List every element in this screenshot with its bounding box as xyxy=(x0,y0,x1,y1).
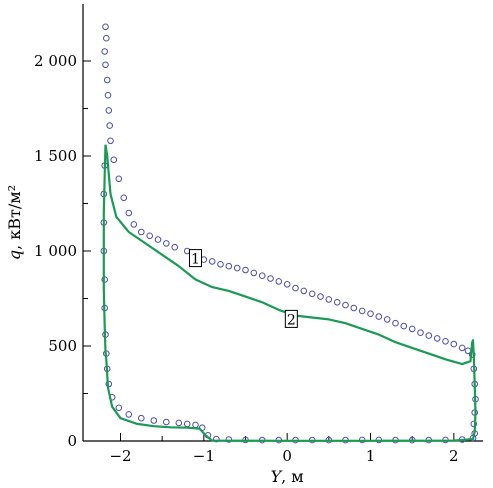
series-tag-label: 1 xyxy=(191,252,200,268)
data-point xyxy=(106,122,113,129)
data-point xyxy=(367,310,374,318)
data-point xyxy=(417,329,424,337)
data-point xyxy=(107,137,114,145)
x-axis-title: Y, м xyxy=(271,467,304,486)
data-point xyxy=(102,23,109,31)
data-point xyxy=(225,436,233,443)
series-1: 1 xyxy=(100,23,479,444)
x-tick-label: 1 xyxy=(366,447,376,465)
data-point xyxy=(183,420,191,428)
x-tick-label: 2 xyxy=(449,447,459,465)
data-point xyxy=(138,414,145,422)
data-point xyxy=(103,76,111,84)
data-point xyxy=(383,316,391,323)
data-point xyxy=(120,194,128,202)
series-2-line xyxy=(102,144,477,442)
y-tick-label: 2 000 xyxy=(34,52,77,70)
data-point xyxy=(283,281,291,288)
data-point xyxy=(138,228,145,236)
data-point xyxy=(358,307,366,315)
data-point xyxy=(208,258,216,265)
data-point xyxy=(154,236,162,243)
data-point xyxy=(375,313,383,320)
data-point xyxy=(217,261,224,268)
data-point xyxy=(450,340,458,348)
data-point xyxy=(433,335,441,342)
data-point xyxy=(130,221,138,228)
data-point xyxy=(175,419,183,427)
data-point xyxy=(105,107,113,114)
data-point xyxy=(150,417,158,424)
data-point xyxy=(400,322,408,330)
data-point xyxy=(300,287,308,295)
data-point xyxy=(350,304,358,312)
x-tick-label: −2 xyxy=(109,447,131,465)
data-point xyxy=(442,338,449,345)
data-point xyxy=(275,278,283,285)
data-point xyxy=(392,319,399,327)
data-point xyxy=(292,284,299,292)
data-point xyxy=(125,411,133,418)
series-layer: 12 xyxy=(100,23,479,444)
series-2: 2 xyxy=(102,144,477,442)
y-tick-label: 500 xyxy=(48,337,77,355)
data-point xyxy=(110,156,118,164)
data-point xyxy=(342,301,349,309)
data-point xyxy=(250,269,258,277)
data-point xyxy=(163,240,170,247)
data-point xyxy=(333,299,341,306)
data-point xyxy=(102,61,109,69)
x-tick-label: −1 xyxy=(193,447,215,465)
data-point xyxy=(213,435,220,443)
x-tick-label: 0 xyxy=(282,447,292,465)
data-point xyxy=(115,404,123,412)
y-tick-label: 1 000 xyxy=(34,242,77,260)
data-point xyxy=(103,34,110,42)
series-tag-box xyxy=(189,249,202,268)
data-point xyxy=(101,48,108,55)
data-point xyxy=(115,175,123,183)
data-point xyxy=(125,209,133,217)
axis-labels: Y, м q, кВт/м² xyxy=(5,185,304,486)
data-point xyxy=(317,293,324,300)
data-point xyxy=(308,290,316,298)
data-point xyxy=(267,275,274,282)
y-tick-label: 1 500 xyxy=(34,147,77,165)
data-point xyxy=(104,91,112,99)
series-tag-label: 2 xyxy=(287,312,296,328)
data-point xyxy=(242,266,249,274)
data-point xyxy=(192,421,199,429)
y-tick-label: 0 xyxy=(67,432,77,450)
data-point xyxy=(171,243,178,251)
data-point xyxy=(325,296,333,303)
data-point xyxy=(408,325,416,333)
data-point xyxy=(225,262,233,270)
data-point xyxy=(258,272,266,280)
data-point xyxy=(470,420,478,428)
y-axis-title: q, кВт/м² xyxy=(5,185,24,260)
data-point xyxy=(425,332,433,339)
data-point xyxy=(458,344,466,352)
data-point xyxy=(233,264,241,272)
data-point xyxy=(163,418,170,426)
series-tag-box xyxy=(284,309,298,328)
data-point xyxy=(146,232,153,240)
